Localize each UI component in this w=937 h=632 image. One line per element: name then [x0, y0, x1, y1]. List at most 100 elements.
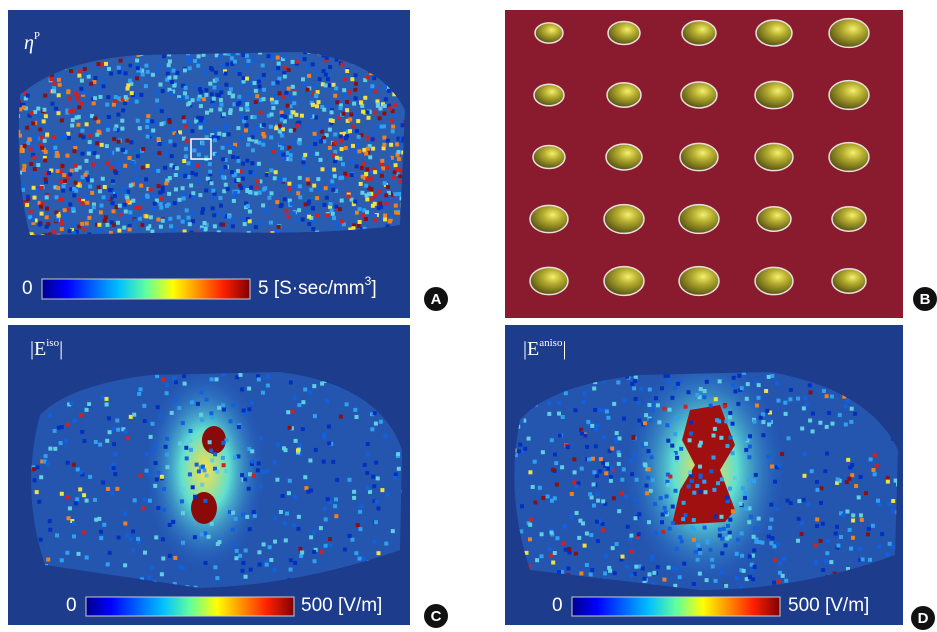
- speckle: [203, 119, 207, 123]
- speckle: [209, 108, 213, 112]
- speckle: [366, 486, 370, 490]
- speckle: [89, 82, 93, 86]
- speckle: [382, 146, 386, 150]
- speckle: [231, 155, 235, 159]
- speckle: [126, 199, 130, 203]
- speckle: [553, 453, 557, 457]
- speckle: [360, 166, 364, 170]
- speckle: [609, 475, 613, 479]
- speckle: [214, 128, 218, 132]
- speckle: [291, 186, 295, 190]
- colorbar-max: 5 [S·sec/mm3]: [258, 274, 377, 299]
- speckle: [767, 423, 771, 427]
- speckle: [296, 191, 300, 195]
- speckle: [261, 391, 265, 395]
- speckle: [315, 70, 319, 74]
- speckle: [34, 145, 38, 149]
- speckle: [178, 442, 182, 446]
- speckle: [233, 191, 237, 195]
- speckle: [339, 415, 343, 419]
- speckle: [295, 60, 299, 64]
- speckle: [57, 78, 61, 82]
- speckle: [90, 178, 94, 182]
- speckle: [141, 147, 145, 151]
- speckle: [313, 83, 317, 87]
- speckle: [358, 207, 362, 211]
- speckle: [359, 182, 363, 186]
- speckle: [153, 202, 157, 206]
- speckle: [204, 227, 208, 231]
- speckle: [208, 170, 212, 174]
- speckle: [634, 516, 638, 520]
- speckle: [204, 189, 208, 193]
- speckle: [280, 134, 284, 138]
- speckle: [645, 484, 649, 488]
- speckle: [58, 83, 62, 87]
- speckle: [598, 408, 602, 412]
- sphere: [679, 205, 719, 234]
- speckle: [770, 536, 774, 540]
- speckle: [181, 541, 185, 545]
- speckle: [720, 477, 724, 481]
- speckle: [769, 503, 773, 507]
- speckle: [740, 554, 744, 558]
- speckle: [123, 522, 127, 526]
- speckle: [834, 532, 838, 536]
- speckle: [200, 533, 204, 537]
- speckle: [387, 157, 391, 161]
- speckle: [528, 523, 532, 527]
- speckle: [64, 439, 68, 443]
- speckle: [748, 554, 752, 558]
- speckle: [165, 218, 169, 222]
- speckle: [214, 71, 218, 75]
- speckle: [803, 452, 807, 456]
- speckle: [117, 536, 121, 540]
- speckle: [73, 163, 77, 167]
- speckle: [40, 212, 44, 216]
- speckle: [355, 211, 359, 215]
- speckle: [331, 460, 335, 464]
- speckle: [372, 133, 376, 137]
- speckle: [82, 530, 86, 534]
- speckle: [892, 545, 896, 549]
- panel-letter: D: [918, 610, 929, 627]
- speckle: [37, 114, 41, 118]
- speckle: [382, 136, 386, 140]
- speckle: [177, 215, 181, 219]
- speckle: [154, 461, 158, 465]
- speckle: [262, 135, 266, 139]
- speckle: [269, 168, 273, 172]
- speckle: [29, 210, 33, 214]
- speckle: [300, 114, 304, 118]
- speckle: [608, 569, 612, 573]
- speckle: [76, 94, 80, 98]
- speckle: [377, 551, 381, 555]
- speckle: [141, 506, 145, 510]
- speckle: [96, 155, 100, 159]
- speckle: [78, 487, 82, 491]
- speckle: [808, 419, 812, 423]
- speckle: [45, 225, 49, 229]
- speckle: [641, 566, 645, 570]
- speckle: [383, 434, 387, 438]
- speckle: [880, 532, 884, 536]
- speckle: [752, 535, 756, 539]
- speckle: [278, 130, 282, 134]
- speckle: [201, 465, 205, 469]
- speckle: [582, 400, 586, 404]
- speckle: [637, 419, 641, 423]
- speckle: [736, 538, 740, 542]
- speckle: [848, 466, 852, 470]
- speckle: [334, 514, 338, 518]
- speckle: [43, 94, 47, 98]
- speckle: [144, 64, 148, 68]
- speckle: [191, 129, 195, 133]
- speckle: [169, 91, 173, 95]
- speckle: [557, 401, 561, 405]
- speckle: [140, 223, 144, 227]
- speckle: [181, 511, 185, 515]
- speckle: [289, 153, 293, 157]
- speckle: [354, 82, 358, 86]
- speckle: [312, 550, 316, 554]
- speckle: [241, 561, 245, 565]
